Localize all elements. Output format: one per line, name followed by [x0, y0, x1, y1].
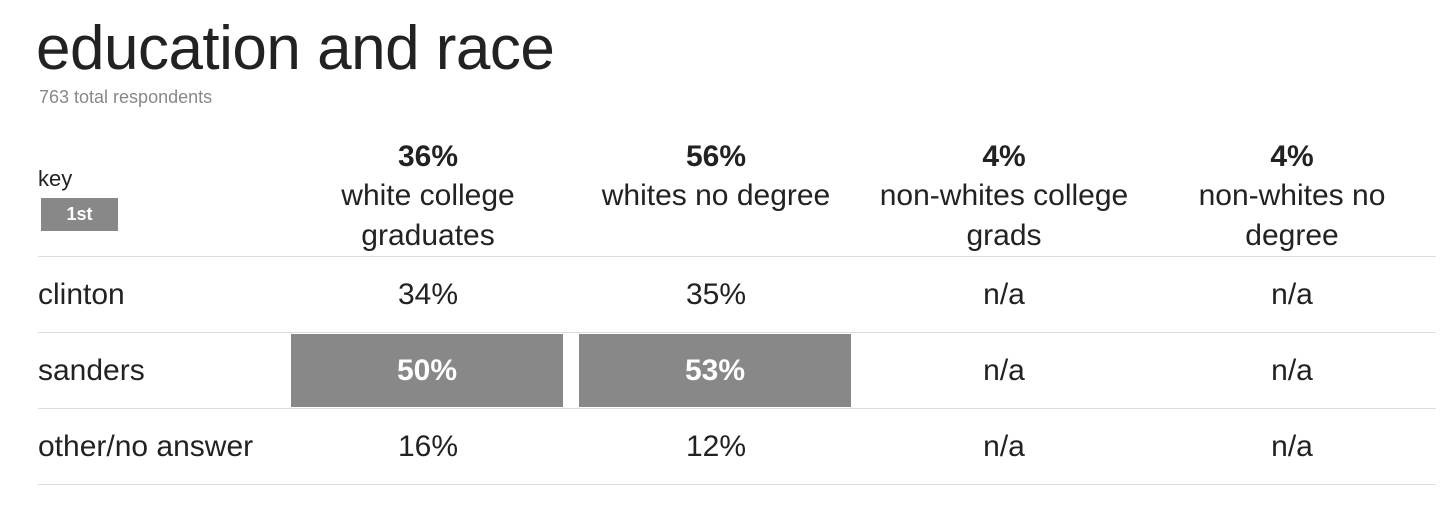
cell-value: 12% — [685, 429, 747, 463]
title: education and race — [36, 14, 555, 83]
cell-value: 16% — [397, 429, 459, 463]
row-label: other/no answer — [38, 408, 284, 485]
cell: n/a — [860, 256, 1148, 333]
cell-value: 34% — [397, 277, 459, 311]
subtitle: 763 total respondents — [39, 87, 213, 107]
cell-value: n/a — [1271, 353, 1313, 387]
cell-value: n/a — [1271, 429, 1313, 463]
cell: n/a — [860, 332, 1148, 409]
cell: 34% — [284, 256, 572, 333]
cell: 35% — [572, 256, 860, 333]
cell-value: n/a — [1271, 277, 1313, 311]
first-place-value: 50% — [291, 334, 563, 407]
row-label: clinton — [38, 256, 284, 333]
row-label: sanders — [38, 332, 284, 409]
cell: 16% — [284, 408, 572, 485]
key-cell: key 1st — [38, 138, 284, 257]
header-row: key 1st 36% white college graduates 56% whi… — [38, 138, 1436, 257]
cell-value: n/a — [983, 277, 1025, 311]
key-badge: 1st — [41, 197, 118, 231]
row: other/no answer 16% 12% n/a n/a — [38, 408, 1436, 485]
table-body: clinton 34% 35% n/a n/a sanders 50% 53% n/a n/a ot… — [38, 256, 1436, 485]
results-table: key 1st 36% white college graduates 56% whi… — [38, 138, 1436, 485]
cell-value: 35% — [685, 277, 747, 311]
key-label: key — [38, 165, 73, 191]
column-label: non-whites no degree — [1198, 179, 1386, 252]
column-header: 36% white college graduates — [284, 138, 572, 257]
column-label: white college graduates — [341, 179, 515, 252]
column-header: 56% whites no degree — [572, 138, 860, 257]
cell: n/a — [860, 408, 1148, 485]
column-share: 4% — [1270, 140, 1314, 173]
first-place-value: 53% — [579, 334, 851, 407]
column-share: 4% — [982, 140, 1026, 173]
cell: n/a — [1148, 256, 1436, 333]
cell: 53% — [572, 332, 860, 409]
cell: 50% — [284, 332, 572, 409]
column-share: 56% — [685, 140, 747, 173]
column-share: 36% — [397, 140, 459, 173]
cell-value: n/a — [983, 353, 1025, 387]
column-label: non-whites college grads — [879, 179, 1129, 252]
row: clinton 34% 35% n/a n/a — [38, 256, 1436, 333]
cell: n/a — [1148, 408, 1436, 485]
column-label: whites no degree — [601, 179, 831, 212]
cell: n/a — [1148, 332, 1436, 409]
column-header: 4% non-whites no degree — [1148, 138, 1436, 257]
row: sanders 50% 53% n/a n/a — [38, 332, 1436, 409]
cell: 12% — [572, 408, 860, 485]
column-header: 4% non-whites college grads — [860, 138, 1148, 257]
cell-value: n/a — [983, 429, 1025, 463]
